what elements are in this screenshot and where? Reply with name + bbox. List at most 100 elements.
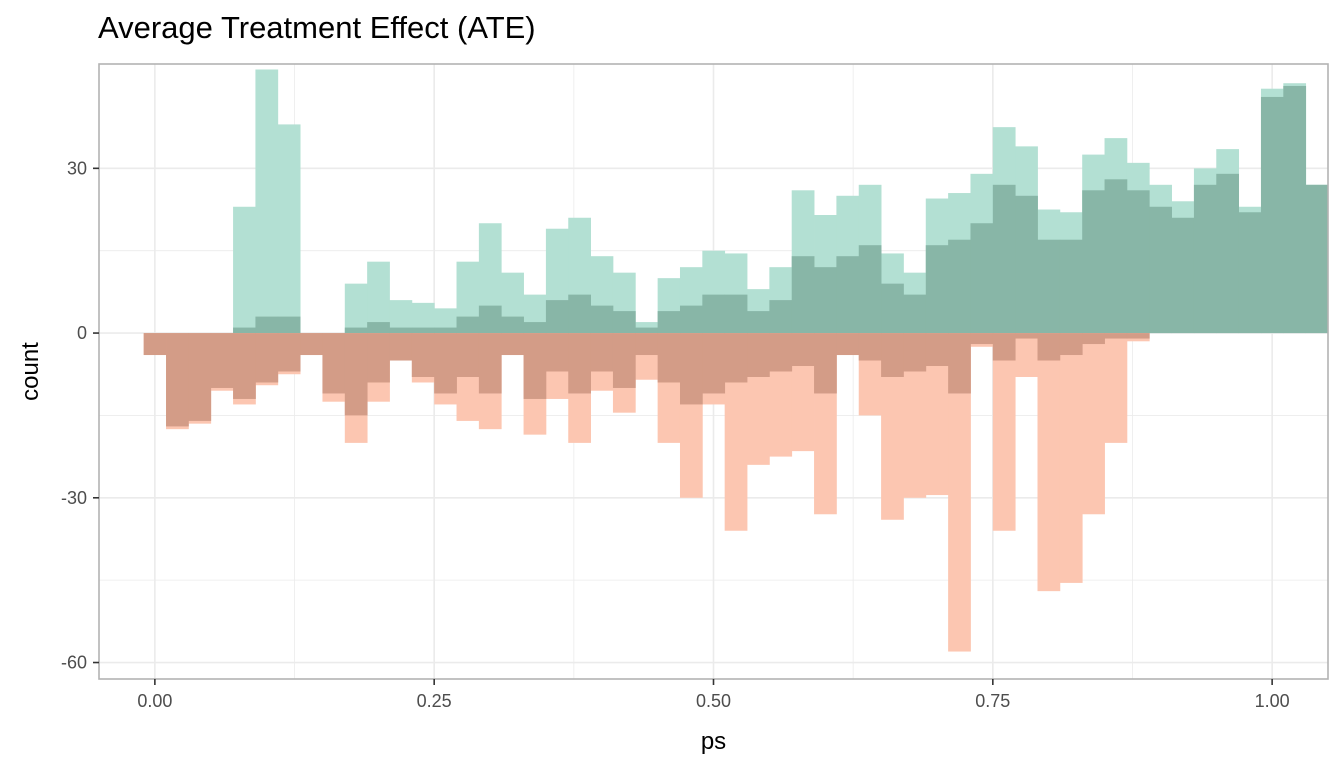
x-tick-label-0: 0.00 (137, 691, 172, 711)
bar-s1-b28 (769, 300, 793, 334)
bar-s1-b10 (367, 322, 390, 334)
bar-s1-b44 (1126, 190, 1150, 334)
bar-s3-b26 (724, 333, 748, 383)
bar-s2-b38 (992, 333, 1016, 531)
bar-s1-b18 (545, 300, 569, 334)
y-axis-title: count (17, 342, 44, 401)
bar-s1-b48 (1216, 173, 1240, 334)
bar-s1-b33 (881, 283, 904, 334)
bar-s1-b19 (568, 294, 591, 334)
bar-s1-b25 (702, 294, 726, 334)
bar-s3-b6 (277, 333, 301, 372)
y-tick-label-3: 30 (67, 158, 87, 178)
bar-s1-b24 (679, 305, 703, 334)
bar-s1-b4 (233, 327, 256, 334)
bar-s1-b36 (948, 239, 971, 334)
bar-s0-b6 (277, 124, 301, 334)
x-tick-label-2: 0.50 (696, 691, 731, 711)
bar-s3-b25 (702, 333, 726, 394)
bar-s3-b20 (590, 333, 614, 372)
bar-s1-b22 (635, 327, 659, 334)
bar-s3-b22 (635, 333, 659, 356)
bar-s1-b39 (1015, 195, 1038, 334)
bar-s1-b51 (1283, 85, 1307, 334)
bar-s1-b14 (456, 316, 480, 334)
bars-layer (143, 69, 1329, 652)
bar-s1-b30 (814, 267, 837, 334)
x-tick-label-3: 0.75 (975, 691, 1010, 711)
bar-s1-b13 (434, 327, 457, 334)
bar-s1-b26 (724, 294, 748, 334)
bar-s3-b41 (1059, 333, 1083, 356)
bar-s3-b44 (1126, 333, 1150, 339)
bar-s3-b19 (568, 333, 591, 394)
bar-s0-b14 (456, 261, 480, 334)
bar-s1-b45 (1149, 206, 1172, 334)
bar-s3-b13 (434, 333, 457, 394)
bar-s3-b0 (143, 333, 167, 356)
bar-s3-b39 (1015, 333, 1038, 339)
bar-s1-b11 (389, 327, 413, 334)
bar-s1-b37 (970, 223, 994, 334)
bar-s1-b9 (344, 327, 368, 334)
bar-s3-b14 (456, 333, 480, 377)
bar-s1-b21 (612, 311, 636, 334)
bar-s3-b2 (188, 333, 212, 421)
bar-s3-b35 (925, 333, 949, 367)
bar-s3-b30 (814, 333, 837, 394)
bar-s1-b31 (836, 256, 860, 334)
bar-s3-b43 (1104, 333, 1128, 339)
bar-s1-b17 (523, 322, 547, 334)
bar-s3-b1 (166, 333, 189, 427)
bar-s3-b24 (679, 333, 703, 405)
bar-s3-b17 (523, 333, 547, 399)
bar-s2-b41 (1059, 333, 1083, 583)
bar-s1-b16 (501, 316, 524, 334)
bar-s2-b40 (1037, 333, 1061, 592)
bar-s1-b38 (992, 184, 1016, 334)
bar-s3-b21 (612, 333, 636, 388)
bar-s1-b20 (590, 305, 614, 334)
bar-s3-b18 (545, 333, 569, 372)
bar-s0-b13 (434, 308, 457, 334)
bar-s1-b27 (747, 311, 770, 334)
x-tick-label-4: 1.00 (1255, 691, 1290, 711)
bar-s1-b5 (255, 316, 279, 334)
bar-s3-b3 (210, 333, 234, 388)
bar-s1-b12 (411, 327, 435, 334)
bar-s2-b43 (1104, 333, 1128, 443)
y-tick-label-0: -60 (61, 653, 87, 673)
bar-s3-b38 (992, 333, 1016, 361)
axes-layer: 0.00 0.25 0.50 0.75 1.00 -60 -30 0 30 (61, 158, 1290, 711)
bar-s3-b42 (1082, 333, 1105, 345)
bar-s1-b6 (277, 316, 301, 334)
bar-s3-b34 (903, 333, 927, 372)
bar-s3-b33 (881, 333, 904, 377)
bar-s2-b33 (881, 333, 904, 520)
bar-s3-b31 (836, 333, 860, 356)
bar-s1-b40 (1037, 239, 1061, 334)
y-tick-label-2: 0 (77, 323, 87, 343)
bar-s2-b39 (1015, 333, 1038, 377)
bar-s0-b22 (635, 322, 659, 334)
bar-s3-b28 (769, 333, 793, 372)
bar-s1-b47 (1193, 184, 1217, 334)
bar-s1-b41 (1059, 239, 1083, 334)
bar-s0-b10 (367, 261, 390, 334)
bar-s3-b12 (411, 333, 435, 377)
bar-s1-b29 (791, 256, 815, 334)
bar-s3-b32 (858, 333, 882, 361)
y-tick-label-1: -30 (61, 488, 87, 508)
bar-s0-b11 (389, 300, 413, 334)
bar-s3-b7 (300, 333, 323, 356)
bar-s3-b36 (948, 333, 971, 394)
bar-s2-b34 (903, 333, 927, 498)
bar-s1-b32 (858, 245, 882, 334)
bar-s0-b4 (233, 206, 256, 334)
bar-s0-b9 (344, 283, 368, 334)
bar-s1-b43 (1104, 179, 1128, 334)
bar-s3-b4 (233, 333, 256, 399)
bar-s1-b34 (903, 294, 927, 334)
bar-s3-b37 (970, 333, 994, 345)
bar-s3-b15 (478, 333, 502, 394)
